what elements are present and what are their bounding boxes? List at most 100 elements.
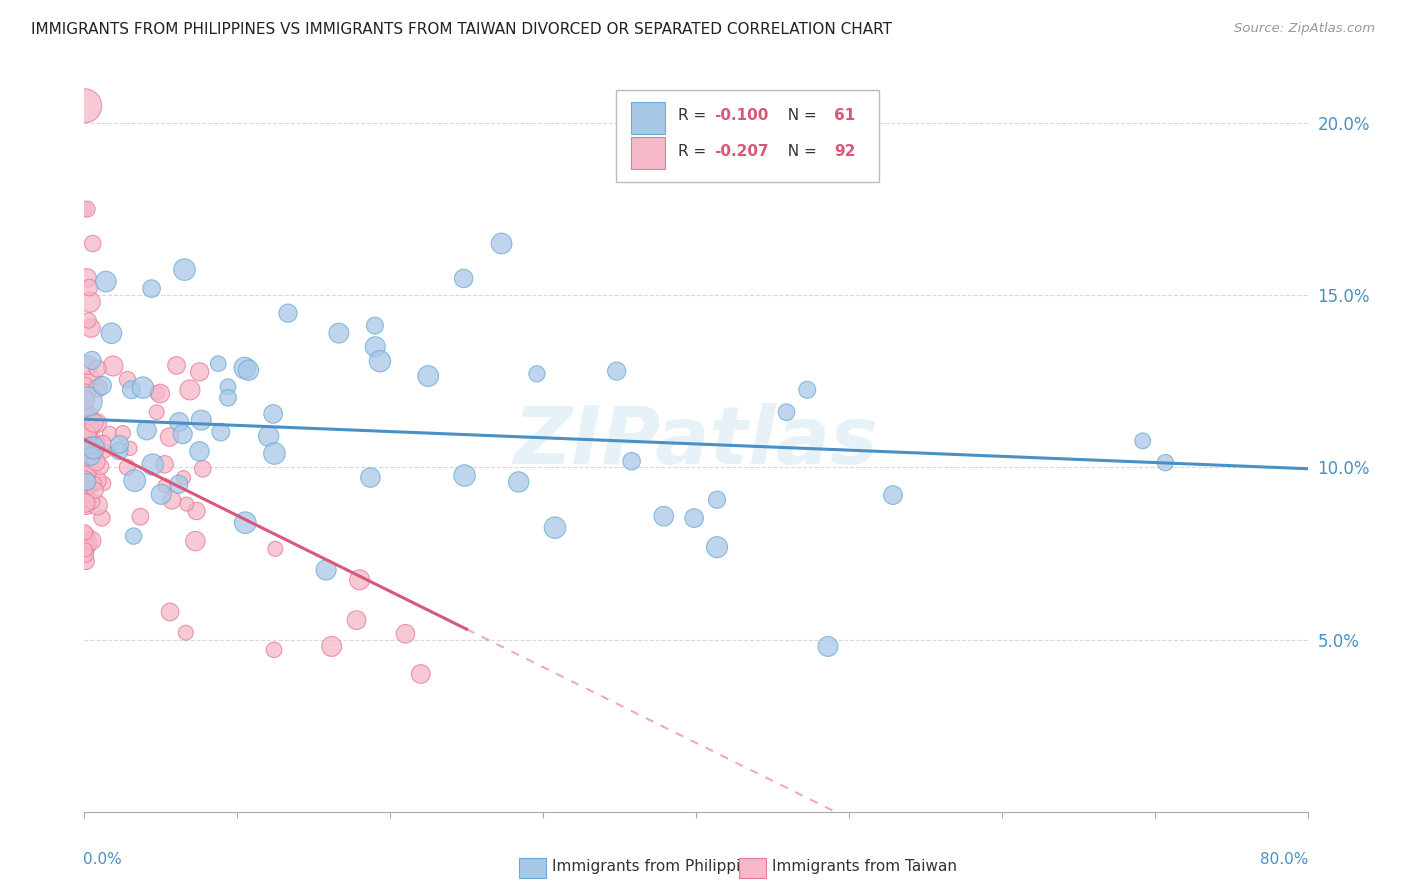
Point (159, 430, 181, 444)
Point (257, 429, 280, 443)
Point (117, 373, 139, 387)
Point (75, 498, 97, 512)
Point (184, 534, 207, 549)
Point (80, 421, 103, 435)
Point (80, 447, 103, 461)
Point (79, 477, 101, 491)
Point (160, 493, 183, 508)
Point (263, 446, 285, 460)
Point (75, 542, 97, 557)
Point (94, 275, 117, 289)
Point (153, 478, 176, 492)
Point (77, 358, 100, 372)
Point (80, 372, 103, 386)
Point (149, 386, 172, 401)
Point (87, 381, 110, 395)
Point (80, 321, 103, 335)
Point (179, 383, 201, 397)
Point (167, 415, 190, 429)
Bar (631, 102, 665, 134)
Point (153, 458, 176, 472)
Point (75, 474, 97, 488)
Point (82, 441, 104, 455)
Point (262, 407, 284, 421)
Point (75, 496, 97, 510)
Point (77, 451, 100, 466)
Point (166, 359, 188, 373)
Point (209, 425, 232, 439)
Point (73, 525, 96, 540)
Point (174, 625, 197, 640)
Point (86, 473, 108, 487)
Point (75, 540, 97, 554)
Point (75, 547, 97, 561)
Point (83, 475, 105, 490)
Point (77, 408, 100, 422)
Point (76, 494, 98, 508)
Point (453, 468, 475, 483)
Point (264, 541, 287, 556)
Point (176, 497, 198, 511)
Text: N =: N = (778, 144, 821, 159)
Point (86, 455, 108, 469)
Point (1154, 456, 1177, 470)
Point (73, 393, 96, 408)
Point (453, 271, 475, 285)
Point (75, 554, 97, 568)
Point (86, 498, 108, 512)
Text: Source: ZipAtlas.com: Source: ZipAtlas.com (1234, 22, 1375, 36)
Point (75, 434, 97, 448)
Point (346, 613, 368, 627)
Point (101, 359, 124, 373)
Point (188, 444, 211, 458)
Point (882, 488, 904, 502)
Point (233, 361, 256, 376)
Point (90, 459, 112, 474)
Point (817, 640, 839, 654)
Text: -0.100: -0.100 (714, 108, 769, 123)
Point (349, 573, 371, 587)
Point (76, 536, 98, 550)
Point (76, 409, 98, 424)
Point (120, 383, 142, 397)
Point (217, 380, 239, 394)
Point (76, 426, 98, 441)
Point (683, 511, 706, 525)
Point (142, 458, 165, 472)
Point (159, 605, 181, 619)
Text: -0.207: -0.207 (714, 144, 769, 159)
Point (321, 640, 343, 654)
Point (83, 450, 105, 465)
Point (364, 318, 387, 333)
Point (277, 306, 299, 320)
Point (150, 487, 173, 501)
Point (76, 202, 98, 216)
Point (82, 236, 104, 251)
Point (173, 470, 195, 484)
Point (328, 326, 350, 340)
Point (544, 521, 567, 535)
Point (132, 381, 155, 395)
Point (122, 529, 145, 543)
Point (75, 540, 97, 554)
Bar (738, 857, 766, 879)
Text: R =: R = (678, 108, 711, 123)
Text: N =: N = (778, 108, 821, 123)
Point (775, 405, 797, 419)
Point (86, 437, 108, 451)
Point (76, 394, 98, 409)
Bar (519, 857, 546, 879)
Point (75, 429, 97, 443)
Point (111, 426, 134, 441)
Bar (631, 137, 665, 169)
Text: 61: 61 (834, 108, 855, 123)
Point (207, 357, 229, 371)
Point (75, 378, 97, 392)
Point (80, 353, 103, 368)
Point (186, 504, 208, 518)
Point (75, 466, 97, 480)
Point (77, 478, 100, 492)
Point (652, 509, 675, 524)
Point (172, 427, 194, 442)
Point (526, 367, 548, 381)
